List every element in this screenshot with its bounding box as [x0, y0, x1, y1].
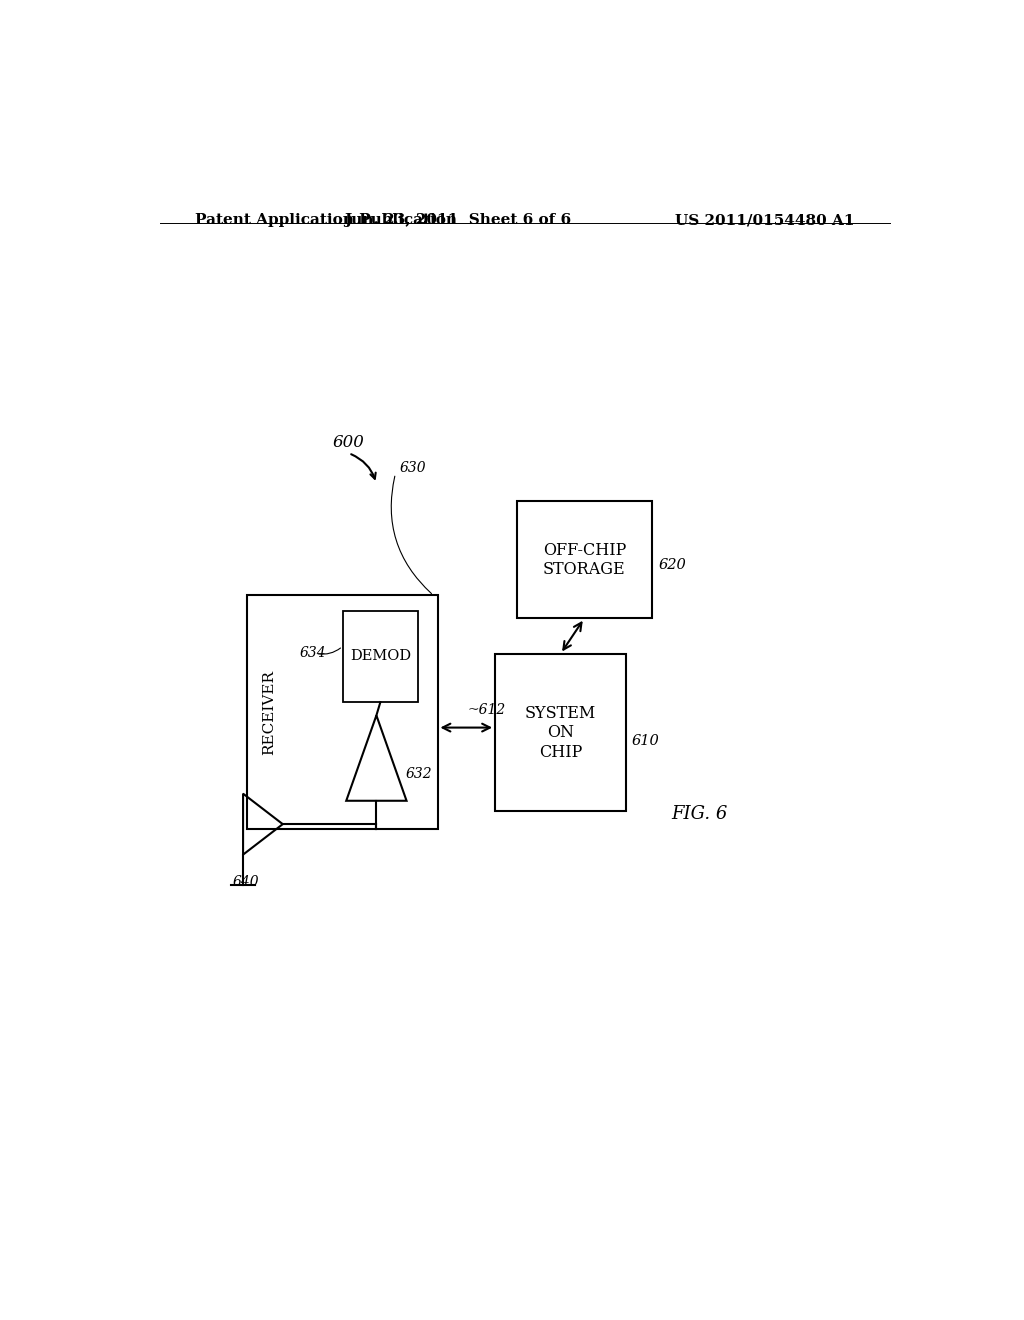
Text: 600: 600 [333, 434, 365, 451]
Text: US 2011/0154480 A1: US 2011/0154480 A1 [675, 214, 854, 227]
Text: 632: 632 [406, 767, 432, 781]
Text: ~612: ~612 [468, 704, 506, 718]
Text: 630: 630 [399, 462, 426, 475]
Text: 610: 610 [631, 734, 658, 748]
FancyBboxPatch shape [247, 595, 437, 829]
Text: Jun. 23, 2011  Sheet 6 of 6: Jun. 23, 2011 Sheet 6 of 6 [344, 214, 571, 227]
Text: DEMOD: DEMOD [350, 649, 411, 664]
Text: SYSTEM
ON
CHIP: SYSTEM ON CHIP [525, 705, 596, 760]
FancyBboxPatch shape [495, 653, 626, 812]
FancyBboxPatch shape [343, 611, 418, 702]
FancyBboxPatch shape [517, 502, 651, 618]
Text: 620: 620 [658, 558, 686, 572]
Text: 634: 634 [299, 647, 326, 660]
Text: Patent Application Publication: Patent Application Publication [196, 214, 458, 227]
Text: OFF-CHIP
STORAGE: OFF-CHIP STORAGE [543, 541, 626, 578]
Text: FIG. 6: FIG. 6 [671, 805, 728, 822]
Text: RECEIVER: RECEIVER [262, 669, 276, 755]
Text: 640: 640 [232, 875, 259, 888]
